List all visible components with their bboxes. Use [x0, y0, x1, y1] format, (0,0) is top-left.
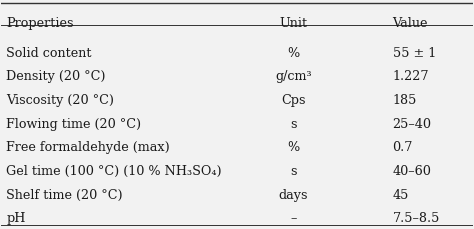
Text: days: days: [279, 188, 308, 201]
Text: Value: Value: [392, 17, 428, 30]
Text: 0.7: 0.7: [392, 141, 413, 154]
Text: Properties: Properties: [6, 17, 73, 30]
Text: g/cm³: g/cm³: [275, 70, 312, 83]
Text: s: s: [290, 164, 297, 177]
Text: 25–40: 25–40: [392, 117, 431, 130]
Text: Viscosity (20 °C): Viscosity (20 °C): [6, 93, 114, 106]
Text: Free formaldehyde (max): Free formaldehyde (max): [6, 141, 170, 154]
Text: 1.227: 1.227: [392, 70, 429, 83]
Text: s: s: [290, 117, 297, 130]
Text: –: –: [291, 212, 297, 224]
Text: Density (20 °C): Density (20 °C): [6, 70, 106, 83]
Text: 7.5–8.5: 7.5–8.5: [392, 212, 440, 224]
Text: Flowing time (20 °C): Flowing time (20 °C): [6, 117, 141, 130]
Text: 40–60: 40–60: [392, 164, 431, 177]
Text: 185: 185: [392, 93, 417, 106]
Text: %: %: [287, 46, 300, 59]
Text: Shelf time (20 °C): Shelf time (20 °C): [6, 188, 123, 201]
Text: Gel time (100 °C) (10 % NH₃SO₄): Gel time (100 °C) (10 % NH₃SO₄): [6, 164, 222, 177]
Text: 45: 45: [392, 188, 409, 201]
Text: 55 ± 1: 55 ± 1: [392, 46, 436, 59]
Text: Cps: Cps: [281, 93, 306, 106]
Text: Solid content: Solid content: [6, 46, 91, 59]
Text: Unit: Unit: [280, 17, 308, 30]
Text: %: %: [287, 141, 300, 154]
Text: pH: pH: [6, 212, 26, 224]
